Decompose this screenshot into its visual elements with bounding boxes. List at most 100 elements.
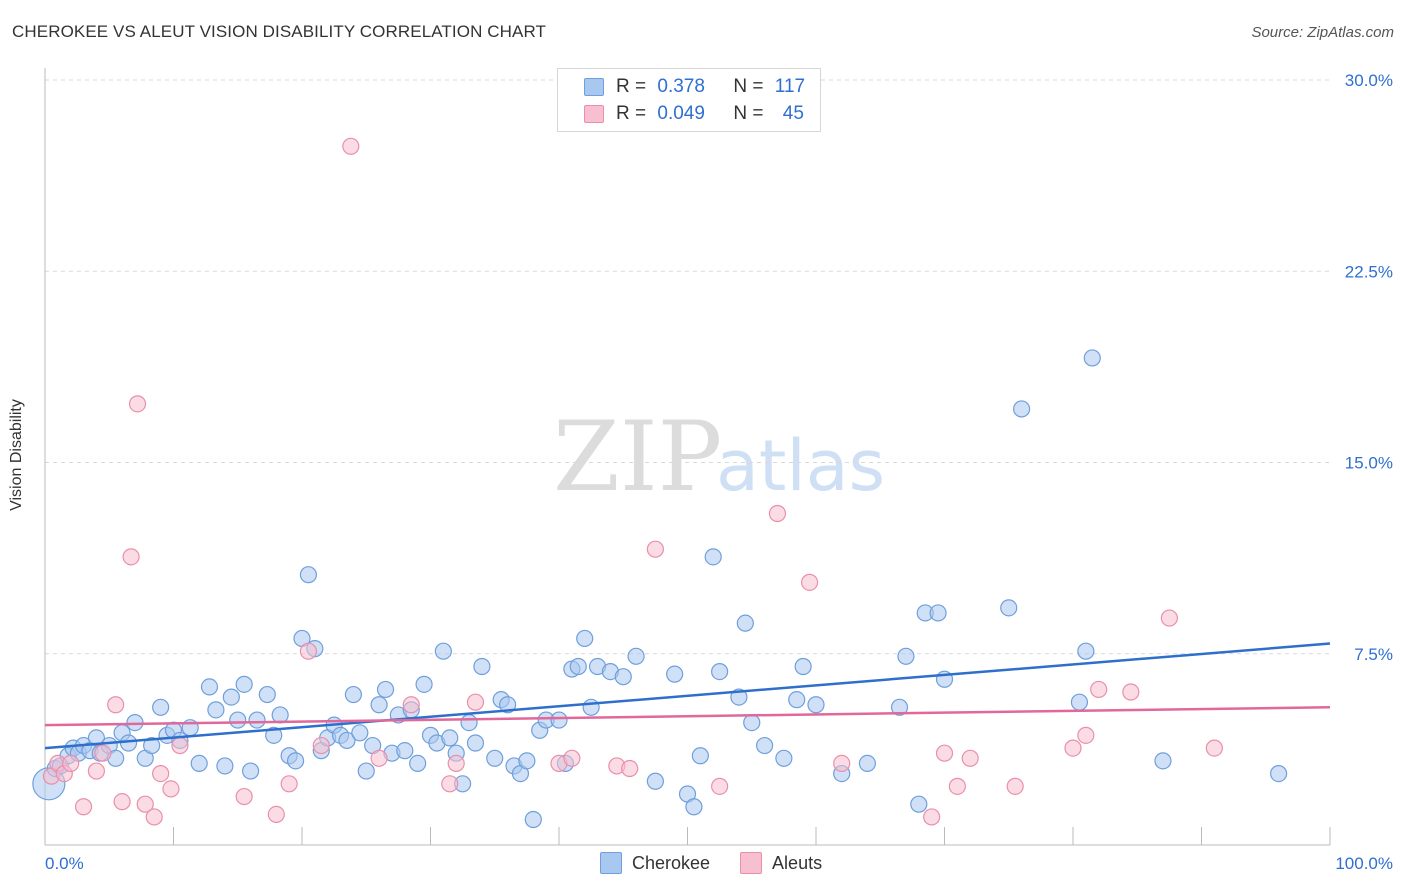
cherokee-point — [286, 752, 305, 770]
chart-title: CHEROKEE VS ALEUT VISION DISABILITY CORR… — [12, 22, 547, 41]
cherokee-point — [666, 665, 684, 683]
cherokee-point — [258, 685, 276, 704]
cherokee-point — [351, 724, 369, 742]
aleut-point — [1122, 683, 1140, 701]
aleut-point — [128, 395, 147, 413]
cherokee-point — [396, 742, 414, 760]
cherokee-point — [222, 688, 240, 706]
aleut-point — [833, 754, 851, 773]
aleut-point — [923, 808, 941, 826]
aleut-point — [107, 696, 125, 714]
cherokee-point — [473, 657, 491, 676]
aleut-point — [1090, 680, 1108, 699]
aleut-point — [87, 762, 106, 780]
aleut-point — [171, 736, 189, 755]
aleut-point — [299, 642, 318, 660]
cherokee-point — [415, 675, 433, 693]
aleut-point — [235, 787, 253, 806]
cherokee-point — [235, 675, 253, 693]
cherokee-point — [807, 696, 825, 714]
n-value: 45 — [782, 103, 804, 124]
cherokee-point — [910, 795, 928, 813]
cherokee-point — [576, 629, 594, 648]
cherokee-point — [858, 754, 877, 773]
aleut-point — [267, 805, 285, 824]
cherokee-point — [775, 749, 793, 767]
cherokee-point — [569, 657, 587, 676]
cherokee-point — [242, 762, 260, 780]
aleut-point — [152, 764, 170, 783]
cherokee-swatch — [584, 78, 604, 96]
r-label: R = — [616, 76, 647, 97]
x-tick-label: 0.0% — [45, 854, 84, 873]
cherokee-point — [499, 696, 517, 714]
r-value: 0.049 — [657, 103, 705, 124]
aleut-point — [948, 777, 966, 795]
aleut-point — [122, 548, 140, 566]
cherokee-point — [460, 713, 478, 732]
aleut-point — [711, 777, 729, 795]
r-label: R = — [616, 103, 647, 124]
source-label: Source: ZipAtlas.com — [1251, 24, 1394, 41]
aleut-point — [370, 749, 388, 767]
cherokee-point — [614, 668, 632, 686]
cherokee-point — [743, 713, 761, 732]
cherokee-point — [466, 734, 485, 752]
aleut-point — [1205, 739, 1223, 757]
cherokee-point — [207, 701, 225, 719]
stats-legend: R = 0.378 N = 117 R = 0.049 N = 45 — [557, 68, 821, 132]
aleut-point — [1064, 739, 1082, 757]
legend-item-aleuts: Aleuts — [740, 852, 822, 874]
cherokee-point — [691, 747, 709, 765]
watermark-atlas: atlas — [716, 425, 885, 507]
cherokee-point — [248, 711, 266, 729]
legend-row-cherokee: R = 0.378 N = 117 — [584, 75, 805, 99]
aleut-point — [466, 693, 485, 711]
aleut-point — [1006, 777, 1024, 795]
cherokee-point — [755, 736, 774, 755]
cherokee-point — [370, 696, 388, 714]
cherokee-point — [229, 711, 247, 729]
aleut-trend-line — [44, 706, 1331, 727]
cherokee-point — [190, 754, 208, 773]
legend-item-cherokee: Cherokee — [600, 852, 710, 874]
x-tick-label: 100.0% — [1335, 854, 1393, 873]
legend-label-aleuts: Aleuts — [772, 852, 823, 873]
aleut-point — [342, 137, 360, 155]
y-tick-label: 30.0% — [1345, 71, 1393, 90]
cherokee-point — [409, 754, 427, 773]
cherokee-point — [216, 757, 234, 775]
aleut-point — [563, 749, 581, 767]
cherokee-point — [582, 698, 600, 716]
cherokee-point — [299, 566, 318, 584]
cherokee-trend-line — [44, 642, 1331, 750]
cherokee-point — [1269, 764, 1288, 783]
cherokee-point — [550, 711, 568, 729]
aleut-point — [1077, 726, 1095, 744]
cherokee-point — [704, 548, 722, 566]
cherokee-point — [152, 698, 170, 716]
cherokee-point — [646, 772, 664, 790]
aleut-point — [935, 744, 954, 762]
aleut-point — [621, 759, 639, 778]
cherokee-point — [1012, 400, 1031, 418]
aleut-point — [402, 696, 420, 714]
legend-row-aleuts: R = 0.049 N = 45 — [584, 102, 804, 126]
aleut-point — [441, 775, 459, 793]
cherokee-point — [736, 614, 754, 632]
aleut-point — [136, 795, 154, 813]
watermark-zip: ZIP — [553, 401, 722, 513]
aleut-point — [312, 736, 330, 755]
y-tick-label: 15.0% — [1345, 454, 1393, 473]
aleut-point — [1160, 609, 1178, 627]
aleut-point — [280, 775, 298, 793]
legend-label-cherokee: Cherokee — [632, 852, 711, 873]
cherokee-point — [685, 798, 703, 816]
aleut-point — [800, 573, 819, 591]
cherokee-point — [376, 680, 395, 699]
cherokee-point — [1077, 642, 1095, 660]
aleut-point — [961, 749, 979, 767]
cherokee-point — [441, 729, 459, 747]
cherokee-point — [890, 698, 909, 716]
cherokee-point — [265, 726, 283, 744]
